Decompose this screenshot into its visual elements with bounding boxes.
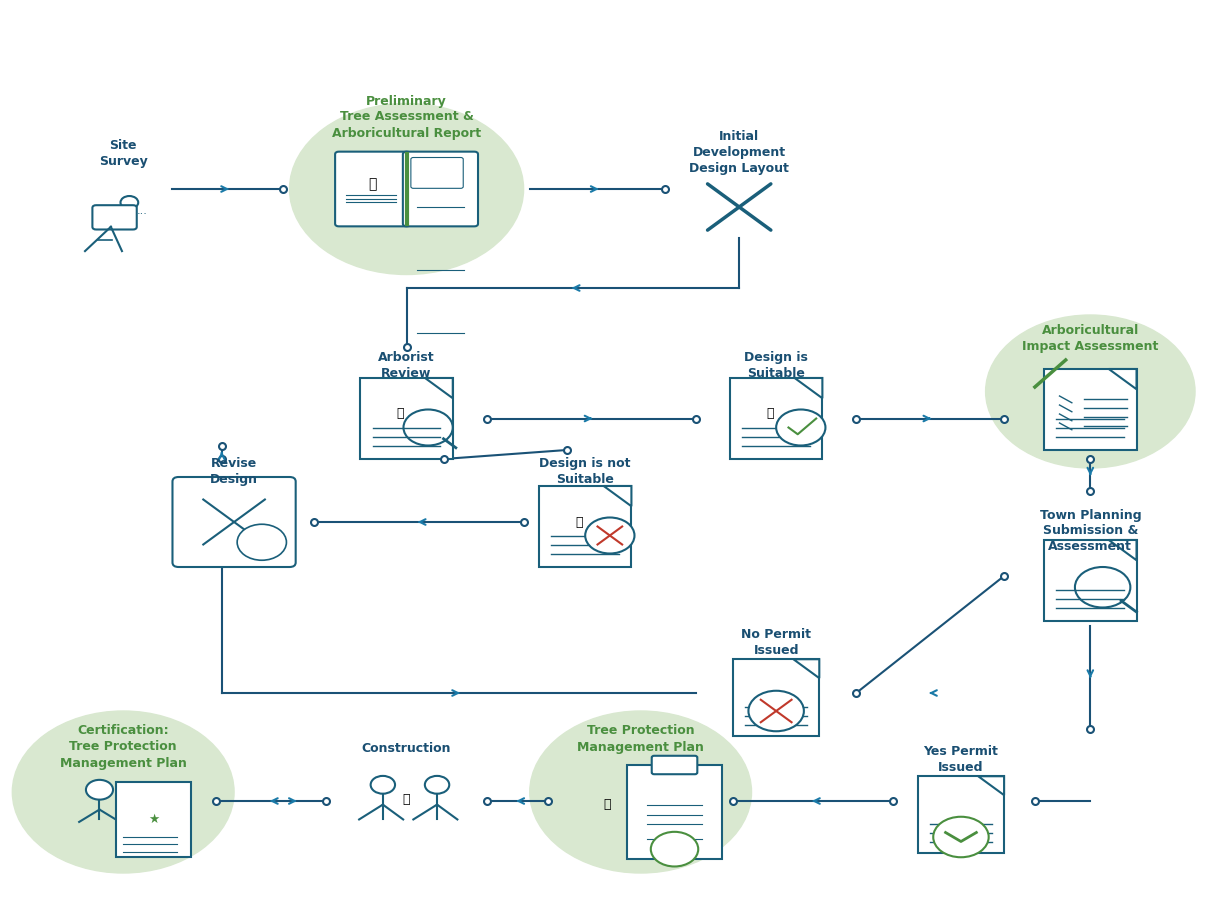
Text: Yes Permit
Issued: Yes Permit Issued [924,745,998,774]
Text: Design is
Suitable: Design is Suitable [744,351,808,380]
Circle shape [121,196,138,209]
Text: No Permit
Issued: No Permit Issued [742,628,811,657]
Polygon shape [795,378,823,398]
FancyBboxPatch shape [411,158,463,188]
FancyBboxPatch shape [92,205,137,230]
Circle shape [585,518,634,554]
Text: ...: ... [137,205,148,216]
FancyBboxPatch shape [918,776,1004,853]
FancyBboxPatch shape [403,151,478,226]
Circle shape [986,315,1195,468]
Circle shape [749,691,804,731]
Text: 🌿: 🌿 [368,177,377,191]
Text: 🌿: 🌿 [766,408,774,420]
Polygon shape [978,776,1004,796]
Text: Tree Protection
Management Plan: Tree Protection Management Plan [578,724,703,753]
Text: ★: ★ [148,813,159,826]
Circle shape [12,711,234,873]
Polygon shape [1109,540,1137,560]
FancyBboxPatch shape [172,477,296,567]
FancyBboxPatch shape [117,782,191,857]
Text: 🌿: 🌿 [575,516,583,528]
FancyBboxPatch shape [1045,369,1137,450]
Text: Arboricultural
Impact Assessment: Arboricultural Impact Assessment [1023,324,1158,353]
Text: 🌱: 🌱 [403,793,410,806]
Polygon shape [1109,369,1137,389]
FancyBboxPatch shape [627,765,722,859]
Circle shape [371,776,395,794]
Text: Design is not
Suitable: Design is not Suitable [540,457,631,486]
Polygon shape [793,659,819,679]
Text: Preliminary
Tree Assessment &
Arboricultural Report: Preliminary Tree Assessment & Arboricult… [331,94,482,140]
Circle shape [425,776,450,794]
FancyBboxPatch shape [335,151,410,226]
Text: Certification:
Tree Protection
Management Plan: Certification: Tree Protection Managemen… [60,724,186,770]
FancyBboxPatch shape [729,378,823,459]
FancyBboxPatch shape [540,486,632,567]
Polygon shape [604,486,632,506]
Circle shape [934,817,989,857]
Text: Arborist
Review: Arborist Review [378,351,435,380]
Text: Town Planning
Submission &
Assessment: Town Planning Submission & Assessment [1040,508,1141,554]
Circle shape [290,104,524,274]
FancyBboxPatch shape [733,659,819,736]
Polygon shape [425,378,453,398]
Text: Construction: Construction [362,742,451,755]
FancyBboxPatch shape [1045,540,1137,621]
Text: Site
Survey: Site Survey [99,140,148,168]
Text: 🌳: 🌳 [602,798,611,811]
Circle shape [86,779,113,800]
Text: Initial
Development
Design Layout: Initial Development Design Layout [689,130,790,176]
Circle shape [776,410,825,446]
Circle shape [650,832,699,867]
FancyBboxPatch shape [652,756,697,774]
Circle shape [237,524,286,560]
FancyBboxPatch shape [360,378,453,459]
Circle shape [530,711,752,873]
Text: Revise
Design: Revise Design [211,457,257,486]
Text: 🌿: 🌿 [397,408,404,420]
